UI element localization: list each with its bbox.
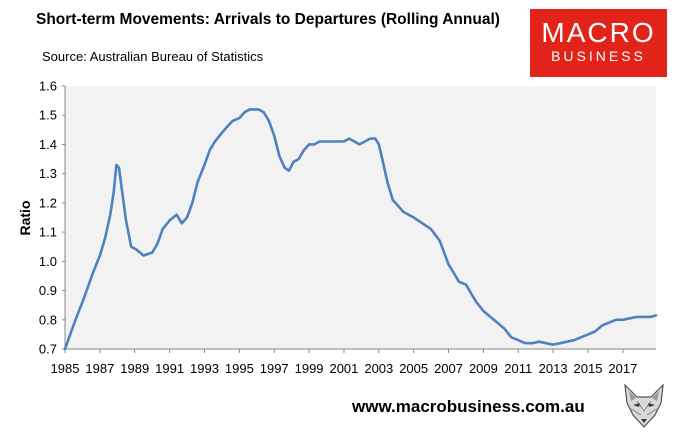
x-tick-label: 2007 [434,361,463,376]
logo-line-2: BUSINESS [551,48,646,64]
y-tick-label: 1.6 [39,79,57,94]
x-tick-label: 1993 [190,361,219,376]
x-tick-label: 1985 [51,361,80,376]
y-tick-label: 1.4 [39,137,57,152]
x-tick-label: 2011 [504,361,532,376]
series-line [63,108,658,351]
y-tick-label: 0.7 [39,342,57,357]
y-tick-label: 1.0 [39,254,57,269]
y-tick-label: 1.1 [39,225,57,240]
x-tick-label: 1989 [120,361,149,376]
x-axis: 1985 1987 1989 1991 1993 1995 1997 1999 2001 2003… [51,348,656,376]
x-tick-label: 2015 [574,361,603,376]
macrobusiness-logo: MACRO BUSINESS [530,9,667,77]
x-tick-label: 1991 [155,361,184,376]
x-tick-label: 1997 [260,361,289,376]
y-tick-label: 1.2 [39,195,57,210]
y-tick-label: 0.8 [39,312,57,327]
chart-source: Source: Australian Bureau of Statistics [42,49,264,64]
x-tick-label: 1999 [295,361,324,376]
x-tick-label: 1995 [225,361,254,376]
footer-url[interactable]: www.macrobusiness.com.au [352,397,585,416]
fox-mascot-icon [619,381,669,431]
y-axis-label: Ratio [17,201,33,236]
x-tick-label: 1987 [85,361,114,376]
y-tick-label: 0.9 [39,283,57,298]
x-tick-label: 2005 [399,361,428,376]
plot-area [65,86,656,349]
x-tick-label: 2013 [539,361,568,376]
y-tick-label: 1.3 [39,166,57,181]
y-tick-label: 1.5 [39,108,57,123]
y-axis: 0.7 0.8 0.9 1.0 1.1 1.2 1.3 1.4 1.5 1.6 [39,79,66,357]
x-tick-label: 2009 [469,361,498,376]
logo-line-1: MACRO [541,17,656,48]
x-tick-label: 2017 [608,361,637,376]
x-tick-label: 2003 [364,361,393,376]
x-tick-label: 2001 [329,361,358,376]
chart-title: Short-term Movements: Arrivals to Depart… [36,11,500,28]
